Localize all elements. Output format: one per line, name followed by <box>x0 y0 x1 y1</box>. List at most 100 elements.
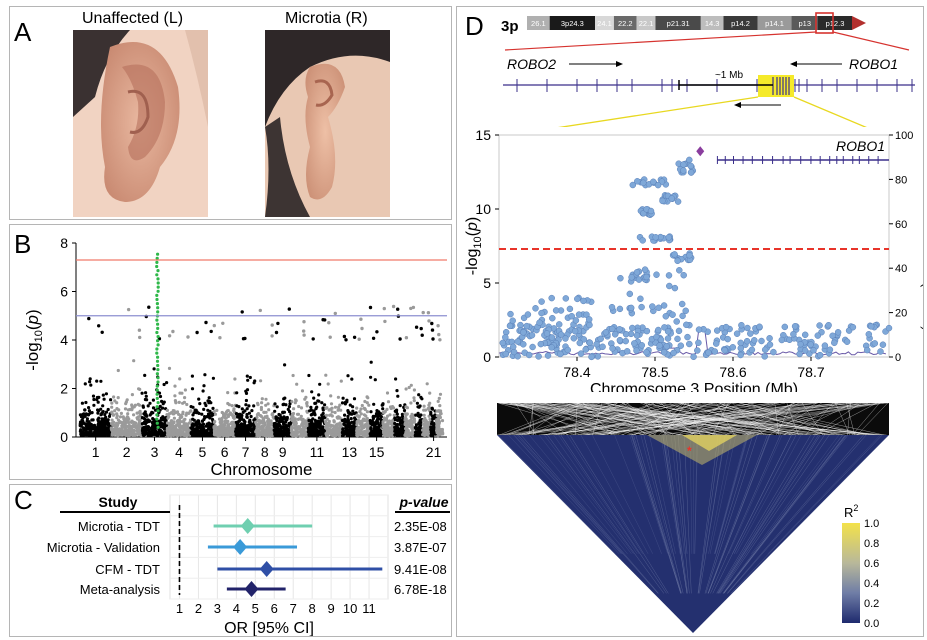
ld-stripe <box>649 434 676 554</box>
ld-stripe <box>670 434 685 554</box>
ld-stripe <box>714 434 748 554</box>
snp-connector <box>582 402 770 436</box>
snp-connector <box>503 402 838 436</box>
y-right-tick-label: 20 <box>895 308 907 320</box>
x-tick-label: 10 <box>343 601 357 616</box>
ld-stripe <box>733 434 797 554</box>
snp-connector <box>501 402 684 436</box>
p-value: 9.41E-08 <box>394 562 447 577</box>
ld-legend-tick: 0.6 <box>864 558 879 570</box>
y-right-tick-label: 40 <box>895 263 907 275</box>
chromosome-7-points <box>234 310 257 438</box>
ld-stripe <box>730 434 883 594</box>
ld-block <box>647 435 757 465</box>
significant-snps <box>155 252 160 429</box>
robo1-arrowhead <box>790 61 797 67</box>
chromosome-2-points <box>109 307 144 438</box>
ld-stripe <box>720 434 830 594</box>
band-label: p13 <box>799 19 812 28</box>
ld-block <box>682 435 737 451</box>
snp-connector <box>549 402 620 436</box>
x-axis-title: Chromosome 3 Position (Mb) <box>590 381 798 392</box>
snp-connector <box>534 402 740 436</box>
ld-stripe <box>708 434 771 594</box>
x-tick-label: 5 <box>252 601 259 616</box>
snp-connector <box>569 402 872 436</box>
snp-connector <box>510 402 625 436</box>
snp-connector <box>602 402 780 436</box>
x-tick-label: 11 <box>362 601 376 616</box>
snp-connector <box>847 402 851 436</box>
ld-stripe <box>518 434 659 594</box>
band-label: p14.1 <box>765 19 784 28</box>
chromosome-20-points <box>421 310 432 438</box>
snp-connector <box>521 402 887 436</box>
microtia-ear-photo <box>265 30 390 217</box>
band-label: 24.1 <box>597 19 612 28</box>
snp-connector <box>500 402 801 436</box>
ld-stripe <box>665 434 688 594</box>
panel-b-label: B <box>14 229 32 259</box>
ld-stripe <box>640 434 673 554</box>
ld-legend-tick: 1.0 <box>864 518 879 530</box>
chromosome-16-points <box>381 304 396 438</box>
snp-connector <box>741 402 860 436</box>
chromosome-12-points <box>323 311 344 438</box>
ld-stripe <box>707 434 768 594</box>
x-axis-title: OR [95% CI] <box>224 620 314 636</box>
x-tick-label: 9 <box>279 444 287 460</box>
ld-stripe <box>513 434 622 554</box>
chromosome-label: 3p <box>501 18 519 35</box>
ld-stripe <box>722 434 843 594</box>
chromosome-band <box>723 16 758 30</box>
x-tick-label: 6 <box>271 601 278 616</box>
chromosome-3-points <box>140 305 169 438</box>
ld-legend-tick: 0.2 <box>864 598 879 610</box>
snp-connector <box>846 402 855 436</box>
ld-stripe <box>717 434 816 594</box>
snp-connector <box>498 402 605 436</box>
snp-connector <box>518 402 591 436</box>
chromosome-band <box>549 16 596 30</box>
x-tick-label: 3 <box>214 601 221 616</box>
snp-connector <box>609 402 713 436</box>
snp-connector <box>643 402 804 436</box>
gene-label-robo2: ROBO2 <box>507 56 556 72</box>
ld-stripe <box>727 434 867 594</box>
ld-stripe <box>710 434 781 594</box>
ld-stripe <box>664 434 682 554</box>
chromosome-band <box>700 16 724 30</box>
study-label: Meta-analysis <box>80 582 161 597</box>
y-right-tick-label: 100 <box>895 130 913 142</box>
ld-stripe <box>709 434 737 554</box>
ld-stripe <box>558 434 640 554</box>
x-tick-label: 3 <box>151 444 159 460</box>
ld-stripe <box>629 434 668 554</box>
snp-connector <box>852 402 880 436</box>
ld-legend-tick: 0.0 <box>864 618 879 630</box>
ld-stripe <box>705 434 726 554</box>
snp-connector <box>738 402 885 436</box>
ld-stripe <box>529 434 628 554</box>
panel-a-label: A <box>14 17 32 47</box>
ld-stripe <box>635 434 682 594</box>
snp-connector <box>518 402 569 436</box>
y-right-tick-label: 80 <box>895 174 907 186</box>
ld-stripe <box>726 434 864 594</box>
snp-connector <box>586 402 750 436</box>
chromosome-band <box>595 16 614 30</box>
chromosome-band <box>655 16 701 30</box>
chromosome-ideogram: 3p 26.1 3p24.3 24.1 22.2 22.1 p21.31 14.3 p14.2 p… <box>501 12 915 127</box>
x-tick-label: 78.7 <box>797 364 824 380</box>
snp-connector <box>573 402 880 436</box>
ld-stripe <box>684 434 692 594</box>
x-tick-label: 78.6 <box>719 364 746 380</box>
x-tick-label: 2 <box>195 601 202 616</box>
x-tick-label: 21 <box>426 444 442 460</box>
snp-connector <box>857 402 888 436</box>
chromosome-19-points <box>413 325 424 438</box>
regional-association-plot: 0 5 10 15 0 20 40 60 80 100 78.4 78.5 78.6 78.7Chromo… <box>464 127 923 392</box>
snp-connector <box>509 402 586 436</box>
snp-connector <box>634 402 683 436</box>
